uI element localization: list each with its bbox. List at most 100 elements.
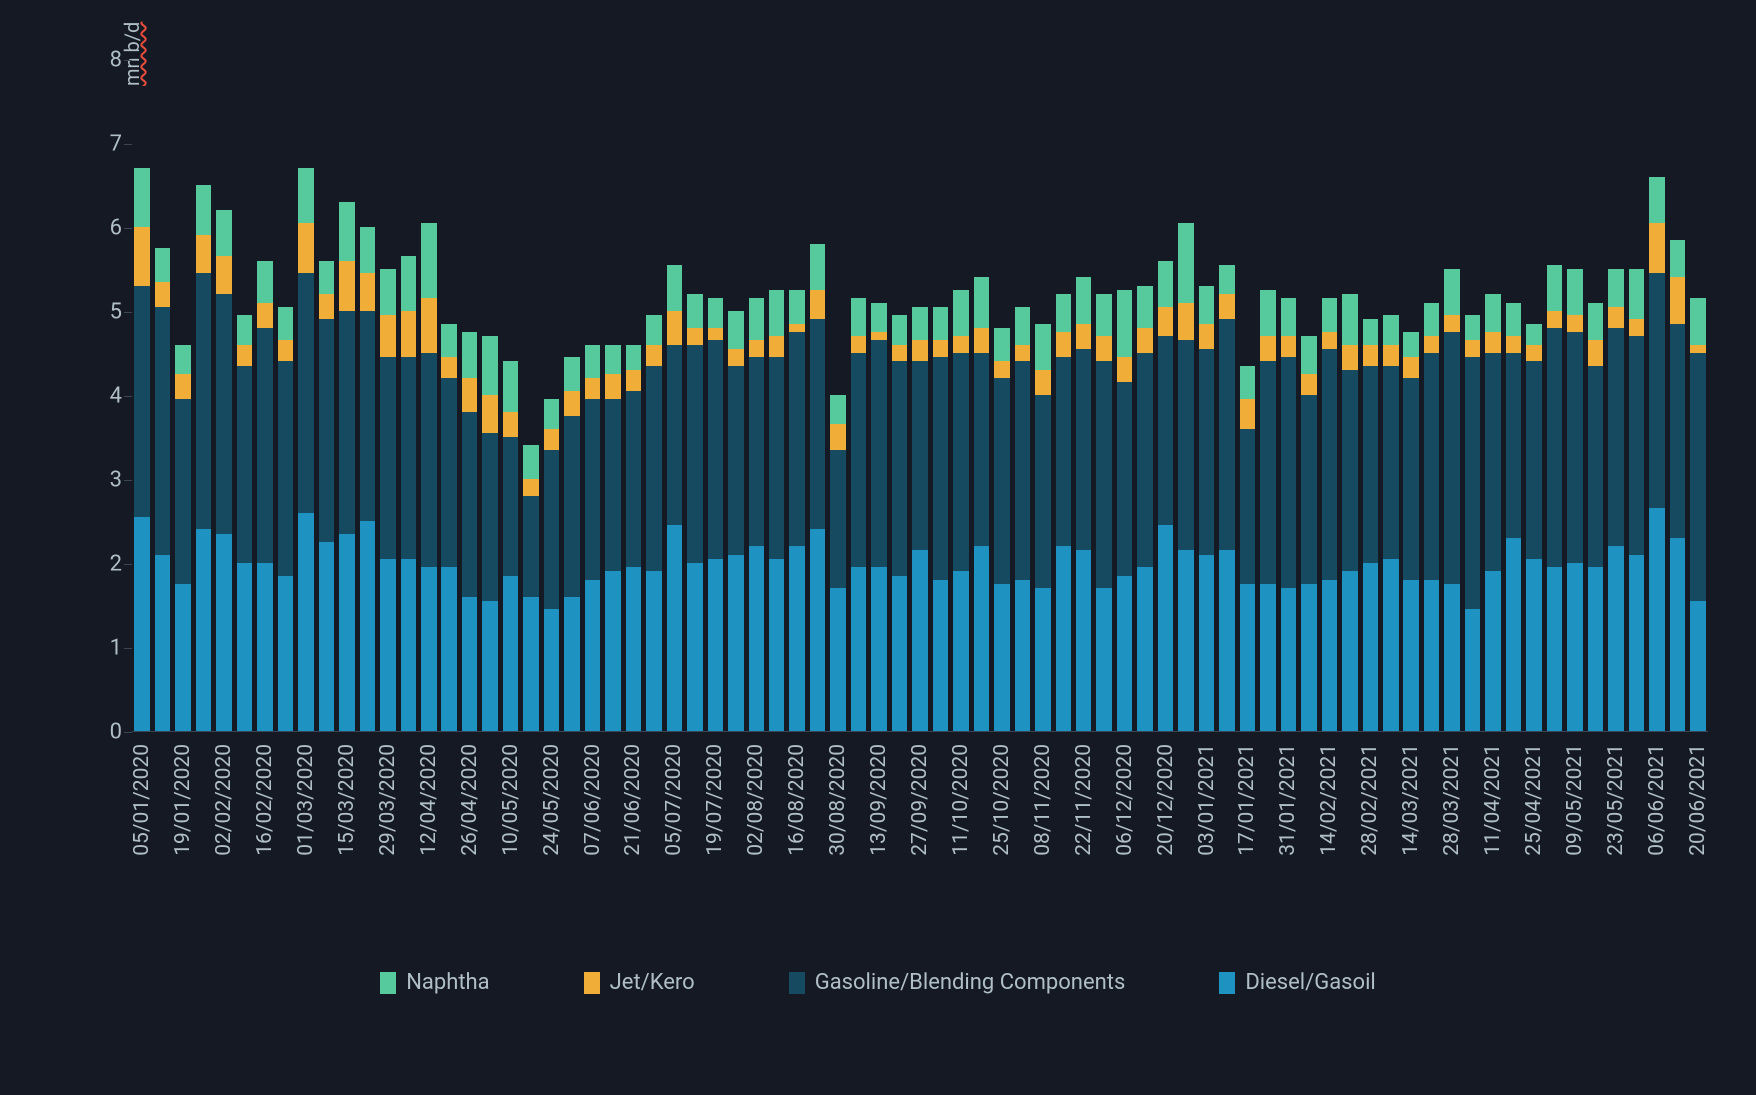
x-tick-label: 20/12/2020 (1154, 744, 1178, 856)
bar-segment (1444, 584, 1460, 731)
bar-segment (401, 311, 417, 357)
bar-segment (830, 450, 846, 589)
bar-segment (1117, 576, 1133, 731)
bar-segment (319, 294, 335, 319)
bar-segment (1363, 319, 1379, 344)
bar-segment (360, 227, 376, 273)
bar-segment (1178, 303, 1194, 341)
bar-segment (1240, 366, 1256, 400)
bar-segment (1403, 580, 1419, 731)
bar-segment (1342, 345, 1358, 370)
bar-segment (544, 399, 560, 428)
bar-segment (1485, 332, 1501, 353)
bar-segment (974, 353, 990, 546)
bar-segment (1424, 336, 1440, 353)
bar-segment (216, 256, 232, 294)
x-tick-label: 12/04/2020 (417, 744, 441, 856)
x-tick-label: 20/06/2021 (1686, 744, 1710, 856)
bar-segment (1015, 580, 1031, 731)
bar-segment (1383, 366, 1399, 559)
x-tick-label: 28/03/2021 (1440, 744, 1464, 856)
bar-segment (974, 546, 990, 731)
bar-segment (1240, 584, 1256, 731)
bar-segment (196, 185, 212, 235)
bar-segment (708, 298, 724, 327)
bar-segment (421, 298, 437, 353)
bar-segment (360, 311, 376, 521)
bar-segment (974, 328, 990, 353)
bar-segment (769, 559, 785, 731)
bar-segment (1670, 240, 1686, 278)
bar-segment (1567, 563, 1583, 731)
bar-segment (503, 361, 519, 411)
bar-segment (216, 534, 232, 731)
bar-segment (1506, 336, 1522, 353)
bar-segment (646, 571, 662, 731)
x-tick-label: 16/02/2020 (253, 744, 277, 856)
legend-swatch (789, 972, 805, 994)
bar-segment (1649, 223, 1665, 273)
bar-segment (339, 534, 355, 731)
bar-segment (1096, 588, 1112, 731)
bar-segment (1322, 332, 1338, 349)
bar-segment (1547, 567, 1563, 731)
bar-segment (1076, 550, 1092, 731)
x-tick-label: 23/05/2021 (1604, 744, 1628, 856)
bar-segment (1076, 349, 1092, 551)
bar-segment (1526, 361, 1542, 558)
bar-segment (134, 286, 150, 517)
bar-segment (667, 311, 683, 345)
bar-segment (1444, 315, 1460, 332)
bar-segment (1137, 353, 1153, 567)
bar-segment (1199, 555, 1215, 731)
bar-segment (789, 332, 805, 546)
y-tick-label: 1 (96, 636, 122, 661)
bar-segment (912, 307, 928, 341)
bar-segment (1383, 315, 1399, 344)
bar-segment (401, 256, 417, 311)
bar-segment (1588, 567, 1604, 731)
bar-segment (626, 370, 642, 391)
bar-segment (585, 378, 601, 399)
bar-segment (1690, 298, 1706, 344)
bar-segment (1649, 177, 1665, 223)
bar-segment (421, 567, 437, 731)
bar-segment (339, 261, 355, 311)
bar-segment (441, 357, 457, 378)
x-tick-label: 11/10/2020 (949, 744, 973, 856)
bar-segment (1240, 399, 1256, 428)
bar-segment (933, 340, 949, 357)
bar-segment (134, 517, 150, 731)
bar-segment (667, 265, 683, 311)
bar-segment (687, 328, 703, 345)
bar-segment (257, 563, 273, 731)
x-tick-label: 01/03/2020 (294, 744, 318, 856)
bar-segment (1137, 567, 1153, 731)
bar-segment (237, 345, 253, 366)
bar-segment (769, 336, 785, 357)
y-tick-label: 8 (96, 48, 122, 73)
bar-segment (523, 445, 539, 479)
x-tick-label: 22/11/2020 (1072, 744, 1096, 856)
bar-segment (1588, 303, 1604, 341)
legend-swatch (584, 972, 600, 994)
bar-segment (1137, 286, 1153, 328)
bar-segment (1281, 336, 1297, 357)
bar-segment (1588, 366, 1604, 568)
x-tick-label: 11/04/2021 (1481, 744, 1505, 856)
y-tick-label: 0 (96, 720, 122, 745)
bar-segment (503, 437, 519, 576)
bar-segment (892, 361, 908, 575)
bar-segment (830, 588, 846, 731)
bar-segment (196, 273, 212, 529)
bar-segment (1485, 571, 1501, 731)
bar-segment (1301, 336, 1317, 374)
bar-segment (994, 378, 1010, 584)
bar-segment (953, 571, 969, 731)
bar-segment (1096, 336, 1112, 361)
bar-segment (462, 378, 478, 412)
bar-segment (871, 332, 887, 340)
bar-segment (1322, 298, 1338, 332)
bar-segment (421, 223, 437, 299)
bar-segment (728, 555, 744, 731)
